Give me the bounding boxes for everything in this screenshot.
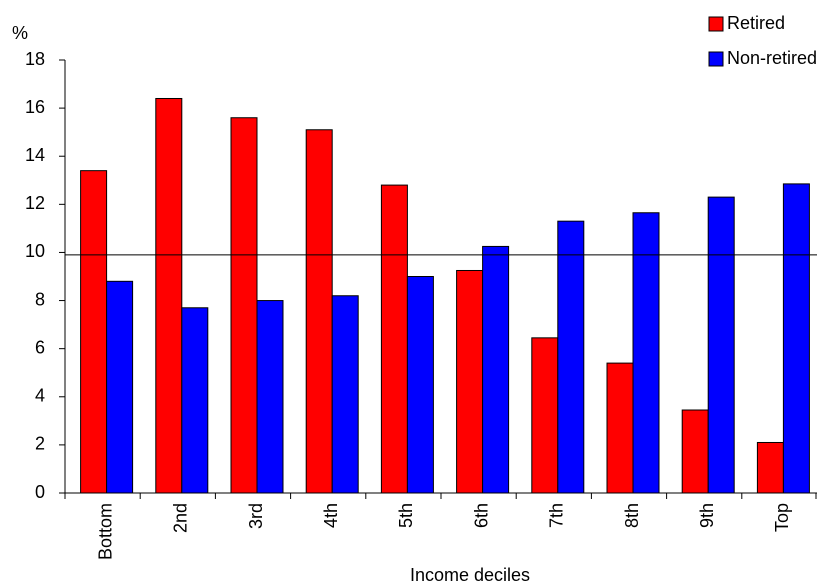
bar [305, 129, 333, 494]
x-tick-label: Bottom [95, 503, 115, 560]
bar [782, 183, 810, 494]
bar [331, 295, 359, 494]
x-tick-label: Top [772, 503, 792, 532]
bar [531, 337, 559, 494]
bar [256, 300, 284, 494]
bar [707, 196, 735, 494]
bar [681, 409, 709, 494]
y-unit-label: % [12, 23, 28, 43]
bar [181, 307, 209, 494]
legend-label: Non-retired [727, 48, 817, 68]
legend-label: Retired [727, 13, 785, 33]
bar [406, 276, 434, 494]
y-tick-label: 0 [35, 482, 45, 502]
bar [482, 245, 510, 494]
legend-swatch [708, 16, 724, 32]
y-tick-label: 12 [25, 193, 45, 213]
x-tick-label: 8th [622, 503, 642, 528]
y-tick-label: 14 [25, 145, 45, 165]
bar [632, 212, 660, 494]
bar [230, 117, 258, 494]
y-tick-label: 16 [25, 97, 45, 117]
x-tick-label: 4th [321, 503, 341, 528]
bar [106, 280, 134, 494]
x-axis-label: Income deciles [410, 565, 530, 585]
y-tick-label: 18 [25, 49, 45, 69]
y-tick-label: 8 [35, 289, 45, 309]
y-tick-label: 10 [25, 241, 45, 261]
bar [456, 269, 484, 494]
bar [606, 362, 634, 494]
bar [756, 441, 784, 494]
y-tick-label: 4 [35, 386, 45, 406]
x-tick-label: 2nd [171, 503, 191, 533]
bar [557, 220, 585, 494]
bar [380, 184, 408, 494]
legend-swatch [708, 51, 724, 67]
y-tick-label: 6 [35, 337, 45, 357]
y-tick-label: 2 [35, 434, 45, 454]
bar [80, 170, 108, 494]
x-tick-label: 9th [697, 503, 717, 528]
x-tick-label: 6th [471, 503, 491, 528]
x-tick-label: 5th [396, 503, 416, 528]
bar [155, 97, 183, 494]
x-tick-label: 7th [547, 503, 567, 528]
x-tick-label: 3rd [246, 503, 266, 529]
